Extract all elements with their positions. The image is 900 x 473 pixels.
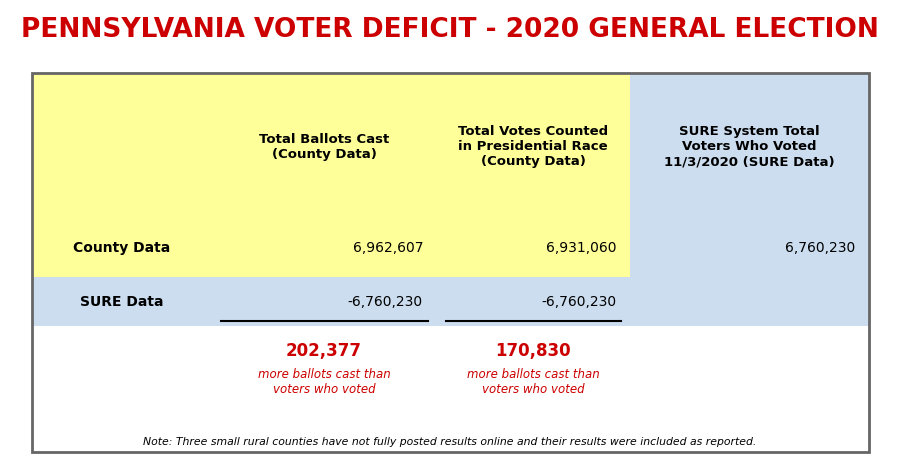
Text: SURE Data: SURE Data [80, 295, 163, 308]
Text: 202,377: 202,377 [286, 342, 362, 360]
Text: Note: Three small rural counties have not fully posted results online and their : Note: Three small rural counties have no… [143, 437, 757, 447]
Text: Total Ballots Cast
(County Data): Total Ballots Cast (County Data) [259, 132, 389, 161]
Text: Total Votes Counted
in Presidential Race
(County Data): Total Votes Counted in Presidential Race… [458, 125, 608, 168]
Text: County Data: County Data [73, 241, 170, 255]
Text: -6,760,230: -6,760,230 [348, 295, 423, 308]
Bar [630, 220, 868, 277]
Bar [630, 73, 868, 220]
Bar [32, 220, 630, 277]
Bar [32, 73, 868, 452]
Bar [32, 73, 868, 452]
Bar [32, 277, 868, 326]
Text: more ballots cast than
voters who voted: more ballots cast than voters who voted [257, 368, 391, 396]
Text: more ballots cast than
voters who voted: more ballots cast than voters who voted [467, 368, 599, 396]
Text: 6,931,060: 6,931,060 [546, 241, 616, 255]
Text: SURE System Total
Voters Who Voted
11/3/2020 (SURE Data): SURE System Total Voters Who Voted 11/3/… [664, 125, 834, 168]
Bar [32, 73, 630, 220]
Text: PENNSYLVANIA VOTER DEFICIT - 2020 GENERAL ELECTION: PENNSYLVANIA VOTER DEFICIT - 2020 GENERA… [21, 17, 879, 43]
Text: 6,962,607: 6,962,607 [353, 241, 423, 255]
Text: 170,830: 170,830 [495, 342, 572, 360]
Text: 6,760,230: 6,760,230 [785, 241, 855, 255]
Text: -6,760,230: -6,760,230 [542, 295, 616, 308]
